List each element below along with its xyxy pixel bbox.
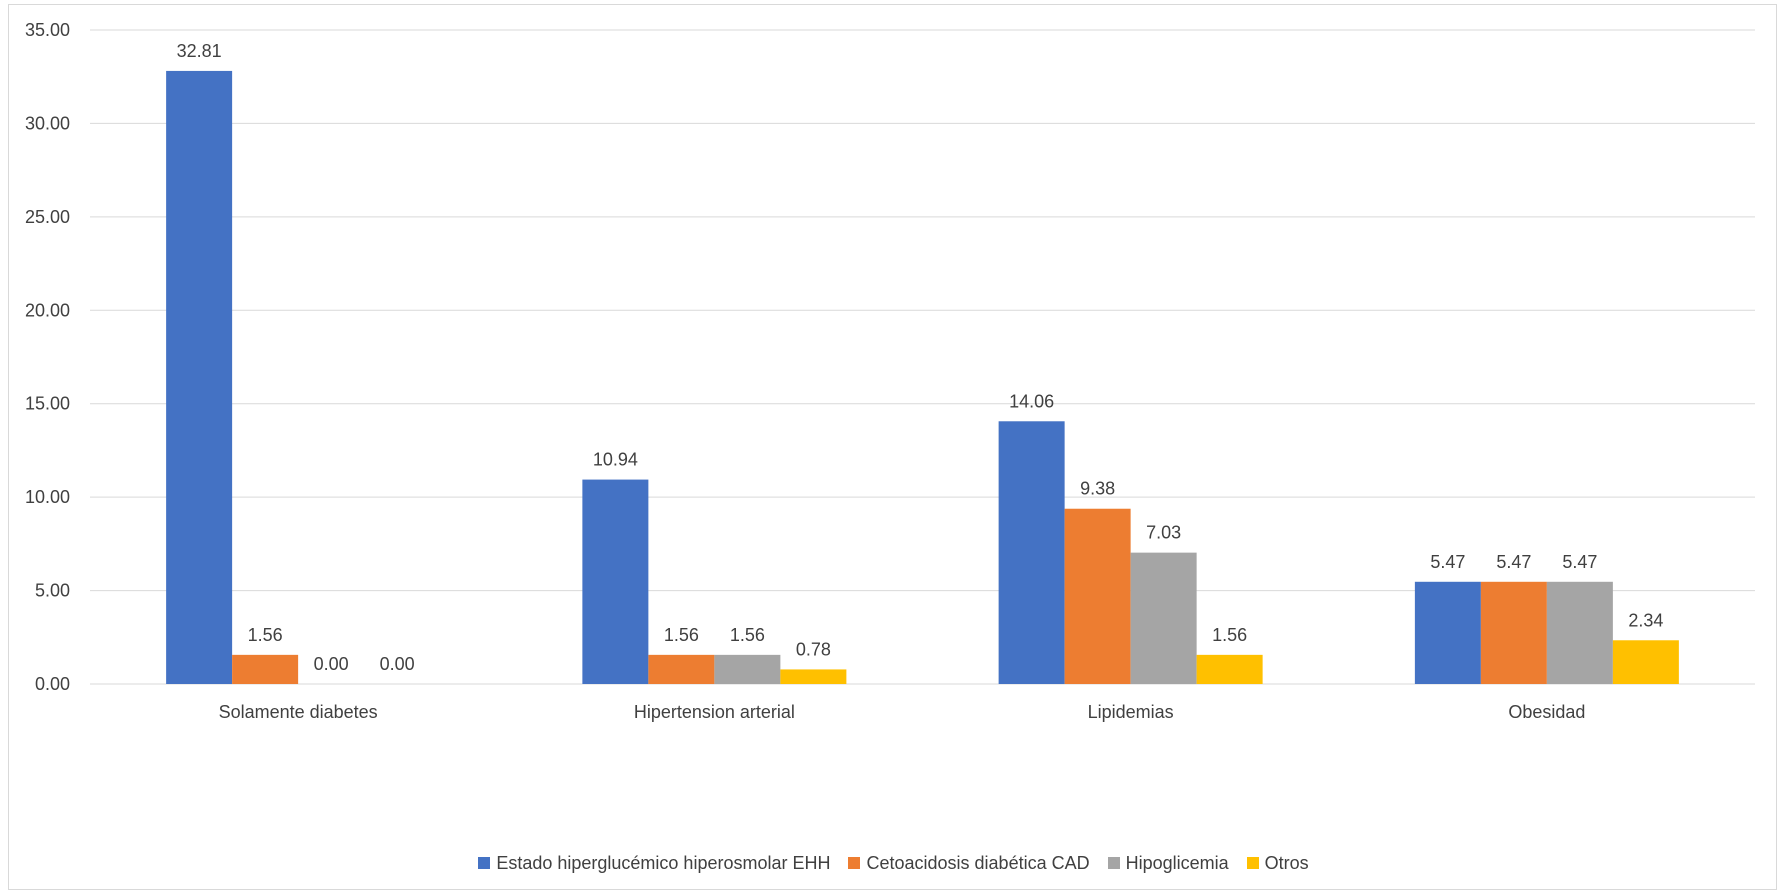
data-label: 5.47 — [1430, 552, 1465, 572]
data-label: 1.56 — [664, 625, 699, 645]
y-tick-label: 10.00 — [25, 487, 70, 507]
data-label: 9.38 — [1080, 479, 1115, 499]
data-label: 2.34 — [1628, 610, 1663, 630]
legend-swatch — [1246, 857, 1259, 869]
legend-label: Hipoglicemia — [1125, 852, 1229, 873]
data-label: 32.81 — [177, 41, 222, 61]
data-labels: 32.81 1.56 0.00 0.00 10.94 1.56 1.56 0.78 14.06 9… — [177, 41, 1664, 674]
bar — [1612, 640, 1679, 684]
bar — [232, 654, 299, 684]
x-axis-categories: Solamente diabetes Hipertension arterial L… — [219, 702, 1586, 722]
legend-label: Cetoacidosis diabética CAD — [866, 852, 1090, 873]
bar — [1130, 552, 1197, 684]
bar — [648, 654, 715, 684]
bar — [1196, 654, 1263, 684]
data-label: 7.03 — [1146, 523, 1181, 543]
y-tick-label: 0.00 — [35, 674, 70, 694]
data-label: 5.47 — [1496, 552, 1531, 572]
bar — [780, 669, 847, 684]
data-label: 1.56 — [1212, 625, 1247, 645]
bar — [582, 479, 649, 684]
data-label: 0.00 — [380, 654, 415, 674]
x-category-label: Solamente diabetes — [219, 702, 378, 722]
legend-swatch — [478, 857, 491, 869]
bar — [1480, 581, 1547, 684]
legend-item: Otros — [1246, 852, 1309, 874]
data-label: 14.06 — [1009, 391, 1054, 411]
y-tick-label: 35.00 — [25, 20, 70, 40]
bar — [998, 421, 1065, 684]
data-label: 0.78 — [796, 639, 831, 659]
legend: Estado hiperglucémico hiperosmolar EHH C… — [0, 850, 1787, 876]
bar — [1064, 508, 1131, 684]
y-tick-label: 20.00 — [25, 300, 70, 320]
bar — [166, 70, 233, 685]
x-category-label: Lipidemias — [1088, 702, 1174, 722]
data-label: 10.94 — [593, 450, 638, 470]
bar — [1414, 581, 1481, 684]
data-label: 1.56 — [730, 625, 765, 645]
legend-label: Otros — [1264, 852, 1309, 873]
x-category-label: Obesidad — [1508, 702, 1585, 722]
y-tick-label: 5.00 — [35, 581, 70, 601]
y-axis-ticks: 0.00 5.00 10.00 15.00 20.00 25.00 30.00 35.00 — [25, 20, 70, 694]
bar — [1546, 581, 1613, 684]
legend-label: Estado hiperglucémico hiperosmolar EHH — [496, 852, 831, 873]
legend-swatch — [1107, 857, 1120, 869]
y-tick-label: 15.00 — [25, 394, 70, 414]
chart-frame — [8, 4, 1777, 890]
y-tick-label: 25.00 — [25, 207, 70, 227]
legend-swatch — [848, 857, 861, 869]
y-tick-label: 30.00 — [25, 113, 70, 133]
legend-item: Hipoglicemia — [1107, 852, 1229, 874]
data-label: 0.00 — [314, 654, 349, 674]
bar — [714, 654, 781, 684]
data-label: 5.47 — [1562, 552, 1597, 572]
x-category-label: Hipertension arterial — [634, 702, 795, 722]
bars — [166, 70, 1679, 685]
legend-item: Estado hiperglucémico hiperosmolar EHH — [478, 853, 830, 874]
legend-item: Cetoacidosis diabética CAD — [848, 852, 1090, 874]
data-label: 1.56 — [248, 625, 283, 645]
